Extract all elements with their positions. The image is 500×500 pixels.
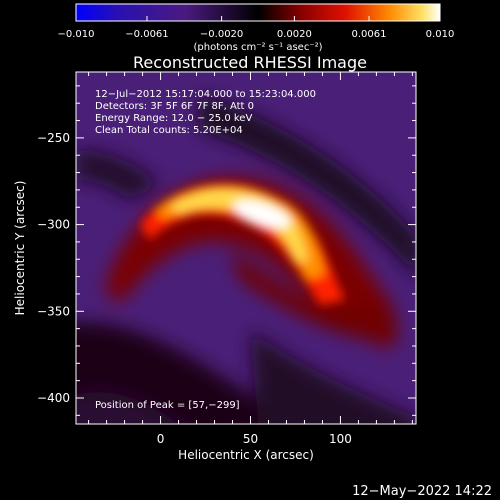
x-tick-label: 100 xyxy=(329,432,352,446)
y-tick-label: −300 xyxy=(37,218,70,232)
footer-timestamp: 12−May−2022 14:22 xyxy=(352,484,492,499)
y-axis-ticks: −250 −300 −350 −400 xyxy=(37,85,416,416)
x-tick-label: 0 xyxy=(157,432,165,446)
x-axis-label: Heliocentric X (arcsec) xyxy=(178,448,314,462)
info-annotations: 12−Jul−2012 15:17:04.000 to 15:23:04.000… xyxy=(95,89,316,136)
y-axis-label: Heliocentric Y (arcsec) xyxy=(13,181,27,316)
info-annotation-line: 12−Jul−2012 15:17:04.000 to 15:23:04.000 xyxy=(95,89,316,100)
peak-position-label: Position of Peak = [57,−299] xyxy=(95,400,240,411)
y-tick-label: −250 xyxy=(37,131,70,145)
plot-frame xyxy=(75,71,417,425)
x-axis-ticks: 0 50 100 xyxy=(88,72,413,446)
x-tick-label: 50 xyxy=(243,432,258,446)
colorbar-tick-label: 0.010 xyxy=(426,29,455,40)
chart-title: Reconstructed RHESSI Image xyxy=(133,53,367,72)
colorbar-units-label: (photons cm⁻² s⁻¹ asec⁻²) xyxy=(193,42,322,53)
info-annotation-line: Energy Range: 12.0 − 25.0 keV xyxy=(95,113,252,124)
y-tick-label: −350 xyxy=(37,304,70,318)
colorbar-tick-label: 0.0020 xyxy=(277,29,312,40)
heatmap-image xyxy=(76,72,416,424)
colorbar-tick-label: −0.0020 xyxy=(200,29,243,40)
info-annotation-line: Detectors: 3F 5F 6F 7F 8F, Att 0 xyxy=(95,101,254,112)
colorbar-ticks: −0.010 −0.0061 −0.0020 0.0020 0.0061 0.010 xyxy=(57,16,454,40)
colorbar-tick-label: −0.010 xyxy=(57,29,94,40)
y-tick-label: −400 xyxy=(37,391,70,405)
info-annotation-line: Clean Total counts: 5.20E+04 xyxy=(95,125,243,136)
colorbar-tick-label: −0.0061 xyxy=(125,29,168,40)
colorbar-tick-label: 0.0061 xyxy=(352,29,387,40)
colorbar xyxy=(75,3,441,22)
